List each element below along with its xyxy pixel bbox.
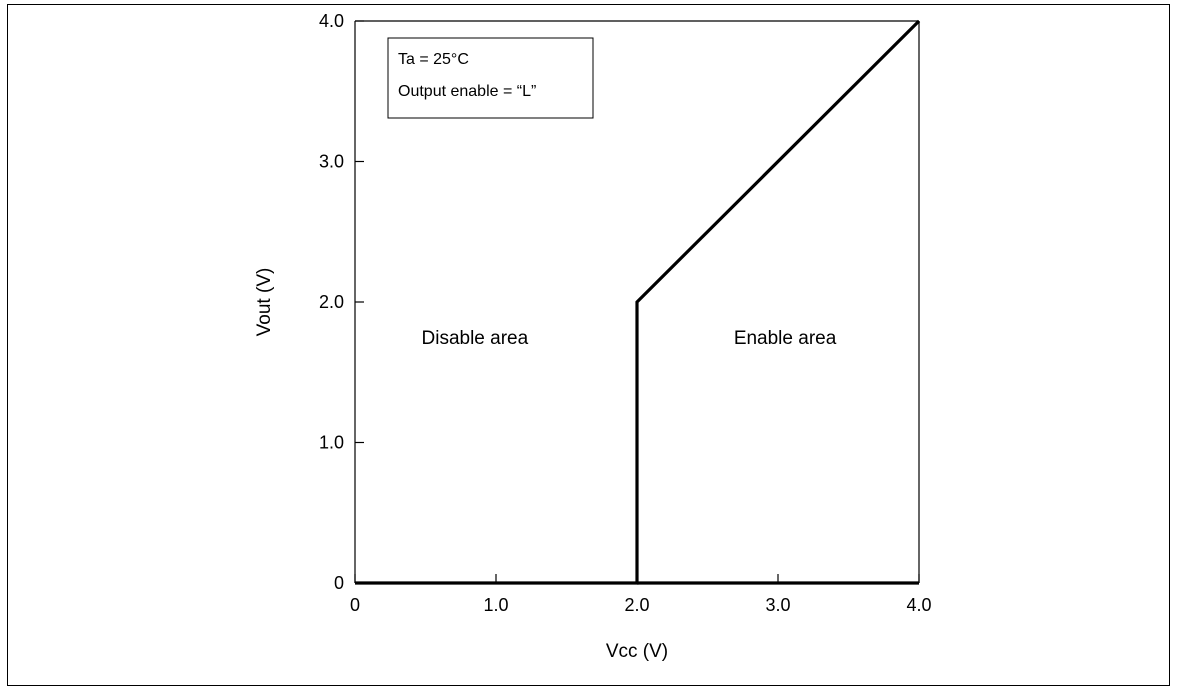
region-annotation: Enable area <box>734 328 837 349</box>
x-axis-label: Vcc (V) <box>606 641 668 662</box>
x-tick-label: 4.0 <box>906 595 931 615</box>
y-axis-label: Vout (V) <box>254 268 275 337</box>
y-tick-label: 2.0 <box>319 292 344 312</box>
y-tick-label: 3.0 <box>319 152 344 172</box>
region-annotation: Disable area <box>422 328 529 349</box>
series-line <box>355 19 921 585</box>
x-tick-label: 0 <box>350 595 360 615</box>
y-tick-label: 4.0 <box>319 11 344 31</box>
conditions-box <box>387 37 594 119</box>
conditions-line: Output enable = “L” <box>398 83 536 100</box>
x-tick-label: 1.0 <box>483 595 508 615</box>
x-tick-label: 3.0 <box>765 595 790 615</box>
chart-figure: 0 1.0 2.0 3.0 4.0 0 1.0 2.0 3.0 4.0 Disable area E… <box>7 4 1170 686</box>
y-tick-label: 0 <box>334 573 344 593</box>
x-tick-label: 2.0 <box>624 595 649 615</box>
chart-plot: 0 1.0 2.0 3.0 4.0 0 1.0 2.0 3.0 4.0 Disable area E… <box>254 11 932 662</box>
conditions-line: Ta = 25°C <box>398 51 469 68</box>
y-tick-label: 1.0 <box>319 433 344 453</box>
